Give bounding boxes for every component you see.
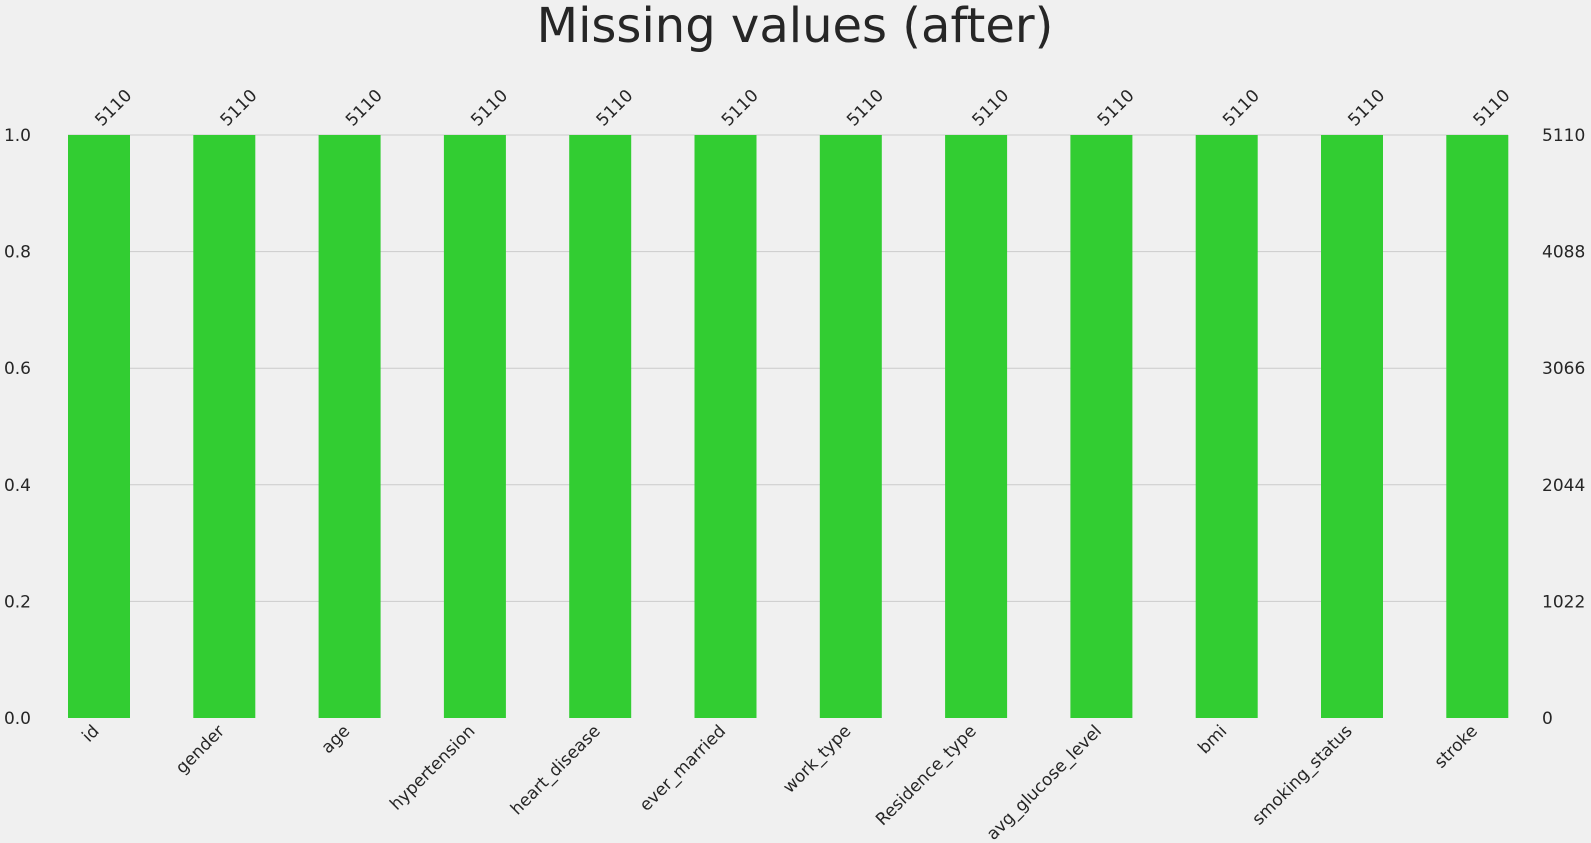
left-y-axis: 0.0 0.2 0.4 0.6 0.8 1.0 xyxy=(4,126,31,729)
bar-count-label: 5110 xyxy=(1219,86,1264,131)
bar-hypertension xyxy=(443,135,506,718)
bar-count-label: 5110 xyxy=(593,86,638,131)
x-tick-label: smoking_status xyxy=(1249,721,1357,829)
bar-residence-type xyxy=(945,135,1008,718)
bar-count-label: 5110 xyxy=(467,86,512,131)
left-tick-label: 0.0 xyxy=(4,709,31,729)
bar-age xyxy=(318,135,381,718)
right-y-axis: 0 1022 2044 3066 4088 5110 xyxy=(1542,126,1585,729)
right-tick-label: 0 xyxy=(1542,709,1553,729)
right-tick-label: 5110 xyxy=(1542,126,1585,146)
right-tick-label: 3066 xyxy=(1542,359,1585,379)
chart-title: Missing values (after) xyxy=(537,0,1054,54)
bar-work-type xyxy=(819,135,882,718)
bar-bmi xyxy=(1195,135,1258,718)
x-tick-label: stroke xyxy=(1431,721,1482,772)
bar-avg-glucose-level xyxy=(1070,135,1133,718)
bar-layer xyxy=(68,135,1509,718)
bar-count-label: 5110 xyxy=(843,86,888,131)
grid-layer xyxy=(68,134,1508,602)
bar-count-label: 5110 xyxy=(1344,86,1389,131)
bar-gender xyxy=(193,135,256,718)
bar-count-labels: 5110 5110 5110 5110 5110 5110 5110 5110 5110 5110… xyxy=(91,86,1514,131)
x-tick-label: hypertension xyxy=(386,721,479,814)
bar-count-label: 5110 xyxy=(968,86,1013,131)
right-tick-label: 2044 xyxy=(1542,476,1585,496)
bar-count-label: 5110 xyxy=(1094,86,1139,131)
x-axis-category-labels: id gender age hypertension heart_disease ever… xyxy=(78,721,1481,843)
x-tick-label: age xyxy=(318,721,355,758)
bar-heart-disease xyxy=(569,135,632,718)
right-tick-label: 1022 xyxy=(1542,592,1585,612)
left-tick-label: 0.2 xyxy=(4,592,31,612)
x-tick-label: gender xyxy=(172,721,229,778)
bar-id xyxy=(68,135,130,718)
bar-smoking-status xyxy=(1321,135,1383,718)
x-tick-label: Residence_type xyxy=(872,721,980,829)
left-tick-label: 0.6 xyxy=(4,359,31,379)
bar-count-label: 5110 xyxy=(91,86,136,131)
bar-count-label: 5110 xyxy=(342,86,387,131)
bar-count-label: 5110 xyxy=(1470,86,1515,131)
left-tick-label: 0.4 xyxy=(4,476,31,496)
left-tick-label: 1.0 xyxy=(4,126,31,146)
bar-ever-married xyxy=(694,135,757,718)
bar-stroke xyxy=(1446,135,1509,718)
right-tick-label: 4088 xyxy=(1542,243,1585,263)
left-tick-label: 0.8 xyxy=(4,243,31,263)
x-tick-label: avg_glucose_level xyxy=(983,721,1106,843)
x-tick-label: bmi xyxy=(1194,721,1231,758)
x-tick-label: heart_disease xyxy=(507,721,605,819)
x-tick-label: work_type xyxy=(779,721,855,797)
bar-count-label: 5110 xyxy=(217,86,262,131)
x-tick-label: ever_married xyxy=(636,721,730,815)
x-tick-label: id xyxy=(78,721,103,746)
bar-count-label: 5110 xyxy=(718,86,763,131)
